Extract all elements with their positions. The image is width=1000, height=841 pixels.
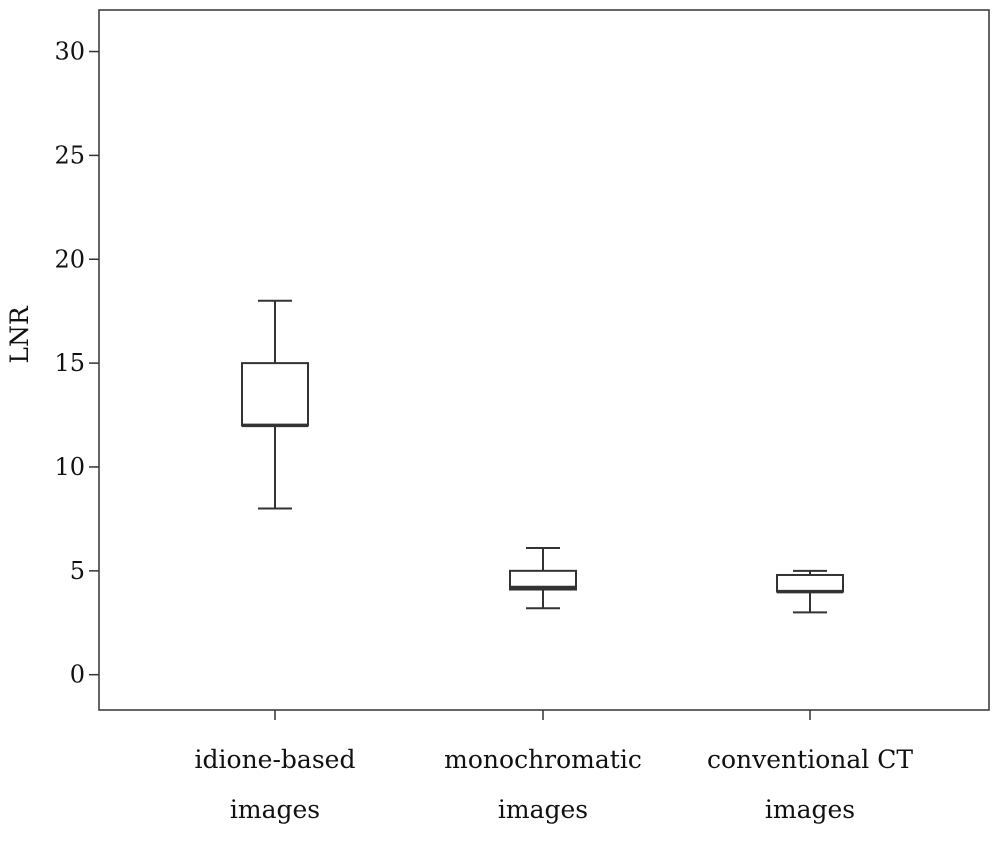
category-label: idione-based [195, 745, 356, 774]
y-tick-label: 20 [54, 245, 85, 273]
x-axis-ticks [274, 710, 811, 720]
category-labels: idione-based images monochromatic images con… [195, 745, 914, 824]
category-label: images [765, 795, 855, 824]
category-label: images [230, 795, 320, 824]
y-tick-label: 25 [54, 141, 85, 169]
y-axis-title: LNR [5, 305, 34, 363]
y-tick-label: 30 [54, 38, 85, 66]
box-2 [509, 546, 577, 610]
iqr-box [776, 573, 844, 593]
category-label: images [498, 795, 588, 824]
y-tick-label: 10 [54, 453, 85, 481]
iqr-box [509, 569, 577, 591]
y-tick-label: 5 [70, 557, 85, 585]
box-3 [776, 569, 844, 614]
iqr-box [241, 362, 309, 427]
box-series [241, 299, 844, 614]
y-axis-ticks: 0 5 10 15 20 25 30 [54, 38, 99, 689]
y-tick-label: 0 [70, 661, 85, 689]
y-tick-label: 15 [54, 349, 85, 377]
category-label: conventional CT [707, 745, 913, 774]
box-1 [241, 299, 309, 510]
category-label: monochromatic [444, 745, 642, 774]
plot-frame [98, 9, 990, 711]
